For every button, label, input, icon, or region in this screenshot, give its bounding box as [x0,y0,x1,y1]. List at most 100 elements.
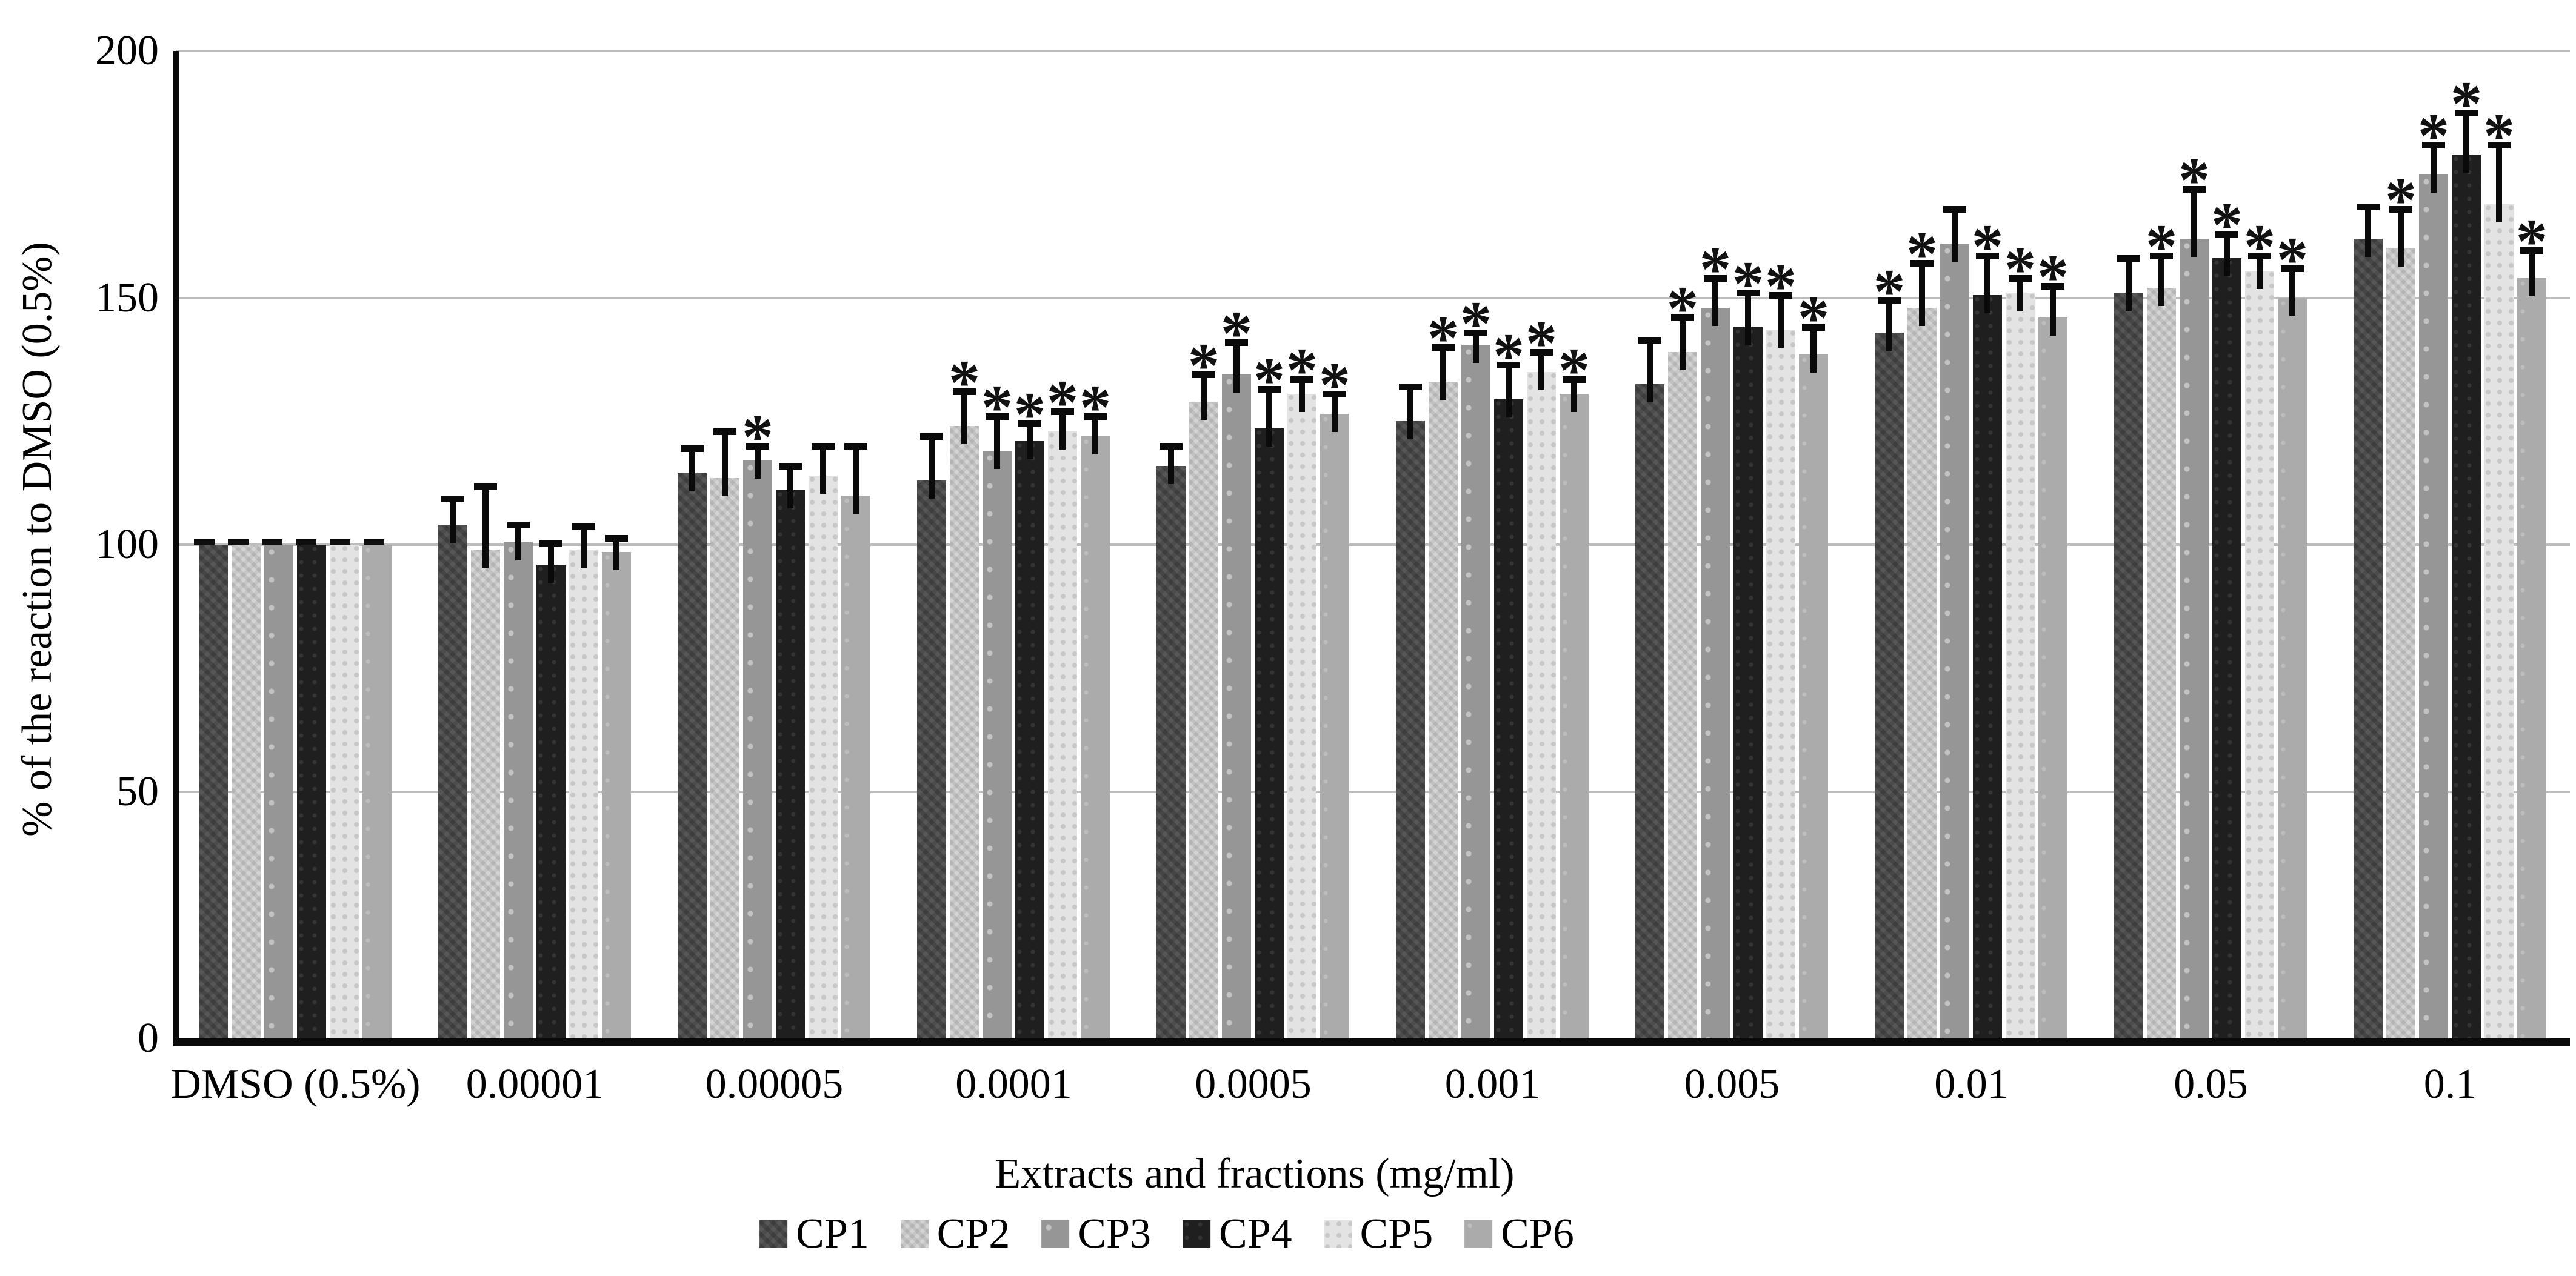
y-tick-label-0: 0 [138,1015,159,1062]
bar-cp3-DMSO (0.5%) [264,545,293,1038]
error-bar-cap [539,540,562,547]
error-bar-cap [1704,274,1727,282]
significance-asterisk: * [1525,307,1558,379]
error-bar-cap [2520,247,2543,254]
x-tick-label-7: 0.01 [1934,1061,2009,1108]
bar-cp5-0.1 [2484,204,2514,1038]
x-tick-label-1: 0.00001 [465,1061,604,1108]
significance-asterisk: * [1558,334,1590,405]
error-bar-stem [961,391,967,445]
error-bar-stem [1299,379,1305,413]
error-bar-stem [2126,258,2132,311]
cp3-swatch [1041,1220,1070,1248]
bar-cp5-0.0005 [1287,394,1316,1038]
bar-cp3-0.00001 [504,542,533,1038]
error-bar-stem [2289,268,2295,316]
bar-cp6-0.001 [1560,394,1589,1038]
legend-label-cp3: CP3 [1078,1211,1151,1257]
significance-asterisk: * [2483,99,2515,171]
error-bar-cap [2009,274,2032,282]
bar-cp6-0.0001 [1081,436,1110,1038]
error-bar-stem [820,446,826,494]
error-bar-cap [2389,205,2412,213]
significance-asterisk: * [1220,297,1253,368]
legend-item-cp4: CP4 [1183,1213,1292,1255]
error-bar-cap [507,522,530,529]
bar-cp2-DMSO (0.5%) [232,545,261,1038]
gridline-150 [176,296,2570,299]
legend: CP1 CP2 CP3 CP4 CP5 CP6 [759,1213,1574,1255]
significance-asterisk: * [948,347,981,418]
significance-asterisk: * [1079,371,1112,443]
error-bar-stem [548,543,554,583]
bar-cp3-0.001 [1461,344,1490,1038]
bar-cp4-0.05 [2212,258,2241,1038]
significance-asterisk: * [2276,223,2309,294]
error-bar-cap [1563,376,1586,383]
error-bar-cap [2183,186,2206,193]
bar-cp1-0.00005 [678,473,707,1038]
bar-cp4-0.0005 [1255,428,1284,1038]
error-bar-cap [812,443,835,450]
error-bar-stem [1680,317,1686,371]
error-bar-cap [1258,386,1281,393]
bar-cp3-0.1 [2419,174,2448,1038]
error-bar-stem [1886,300,1892,351]
significance-asterisk: * [2515,205,2548,277]
error-bar-stem [2191,189,2197,257]
error-bar-stem [1059,411,1066,450]
legend-label-cp5: CP5 [1360,1211,1433,1257]
bar-cp1-0.01 [1875,332,1904,1038]
error-bar-stem [2398,208,2404,267]
y-tick-label-100: 100 [95,521,159,568]
significance-asterisk: * [2037,241,2069,312]
error-bar-cap [2117,255,2140,262]
error-bar-stem [2365,206,2371,257]
bar-cp5-0.00001 [569,550,598,1038]
error-bar-stem [1647,339,1653,403]
error-bar-cap [2248,253,2271,260]
significance-asterisk: * [2004,233,2037,304]
error-bar-cap [1323,391,1346,398]
error-bar-stem [994,416,1000,470]
significance-asterisk: * [1873,255,1906,327]
error-bar-cap [746,443,769,450]
error-bar-cap [2422,141,2445,148]
error-bar-cap [2488,141,2511,148]
error-bar-stem [853,446,859,514]
error-bar-cap [713,428,736,435]
error-bar-stem [2463,112,2469,173]
bar-cp1-0.001 [1396,421,1425,1038]
significance-asterisk: * [1460,287,1492,359]
error-bar-cap [2455,109,2478,116]
significance-asterisk: * [1797,282,1830,354]
gridline-50 [176,790,2570,793]
y-axis-line [173,51,179,1046]
error-bar-cap [1432,344,1455,351]
x-tick-label-3: 0.0001 [955,1061,1072,1108]
significance-asterisk: * [1318,349,1351,420]
significance-asterisk: * [2145,211,2178,282]
error-bar-cap [1464,329,1487,336]
error-bar-cap [920,433,943,440]
error-bar-stem [1168,446,1174,484]
bar-cp3-0.0001 [983,451,1012,1038]
bar-cp6-0.01 [2038,317,2067,1038]
error-bar-stem [1952,208,1958,262]
significance-asterisk: * [2417,99,2450,171]
legend-item-cp3: CP3 [1041,1213,1151,1255]
legend-label-cp6: CP6 [1501,1211,1574,1257]
error-bar-stem [1778,295,1784,348]
significance-asterisk: * [1187,329,1220,400]
y-tick-label-150: 150 [95,274,159,321]
x-axis-line [173,1038,2570,1046]
bar-cp3-0.005 [1701,307,1730,1038]
error-bar-cap [572,523,595,530]
error-bar-stem [1984,256,1990,314]
error-bar-stem [1473,332,1479,363]
error-bar-cap [1018,420,1041,428]
bar-cp4-0.1 [2452,155,2481,1038]
bar-cp2-0.00001 [471,550,500,1038]
significance-asterisk: * [2384,164,2417,235]
